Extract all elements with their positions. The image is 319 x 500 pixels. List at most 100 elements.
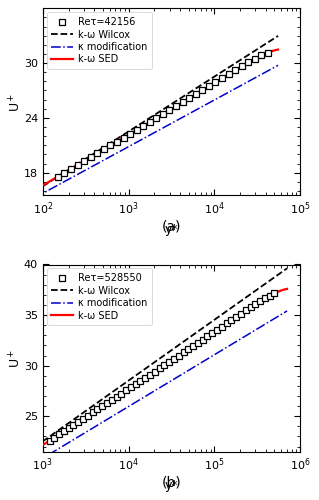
- k-ω SED: [285, 286, 289, 292]
- Reτ=42156: [194, 92, 198, 98]
- κ modification: [112, 152, 116, 158]
- k-ω Wilcox: [129, 127, 133, 133]
- Reτ=42156: [82, 158, 86, 164]
- k-ω SED: [63, 428, 67, 434]
- κ modification: [285, 308, 289, 314]
- k-ω SED: [191, 343, 195, 349]
- Reτ=528550: [100, 403, 104, 409]
- Legend: Reτ=528550, k-ω Wilcox, κ modification, k-ω SED: Reτ=528550, k-ω Wilcox, κ modification, …: [47, 268, 152, 326]
- k-ω Wilcox: [276, 33, 280, 39]
- Reτ=42156: [200, 88, 204, 94]
- Reτ=528550: [258, 298, 262, 304]
- Legend: Reτ=42156, k-ω Wilcox, κ modification, k-ω SED: Reτ=42156, k-ω Wilcox, κ modification, k…: [47, 12, 152, 69]
- Reτ=42156: [63, 170, 66, 175]
- κ modification: [215, 350, 219, 356]
- Reτ=528550: [110, 397, 114, 403]
- κ modification: [216, 350, 220, 356]
- Reτ=528550: [201, 336, 204, 342]
- Reτ=528550: [273, 290, 277, 296]
- Reτ=42156: [253, 56, 257, 62]
- Reτ=528550: [52, 434, 56, 440]
- Reτ=528550: [253, 301, 257, 307]
- Reτ=528550: [48, 438, 51, 444]
- k-ω Wilcox: [112, 138, 116, 144]
- κ modification: [63, 442, 67, 448]
- Reτ=42156: [141, 123, 145, 129]
- Reτ=528550: [220, 324, 224, 330]
- Reτ=42156: [76, 162, 79, 168]
- k-ω Wilcox: [63, 422, 67, 428]
- Reτ=42156: [122, 134, 125, 140]
- κ modification: [115, 410, 119, 416]
- Reτ=528550: [191, 343, 195, 349]
- k-ω SED: [62, 170, 66, 176]
- k-ω Wilcox: [285, 266, 289, 272]
- k-ω Wilcox: [215, 315, 219, 321]
- Reτ=42156: [95, 150, 99, 156]
- Reτ=528550: [177, 352, 181, 358]
- k-ω Wilcox: [33, 444, 36, 450]
- k-ω Wilcox: [115, 386, 119, 392]
- Line: κ modification: κ modification: [34, 66, 278, 198]
- k-ω Wilcox: [186, 90, 189, 96]
- Reτ=42156: [154, 115, 158, 121]
- κ modification: [186, 112, 189, 117]
- k-ω SED: [33, 448, 36, 454]
- Reτ=528550: [91, 410, 94, 416]
- Reτ=42156: [89, 154, 93, 160]
- Reτ=42156: [161, 111, 165, 117]
- Reτ=528550: [71, 422, 75, 428]
- Reτ=528550: [263, 296, 267, 302]
- Reτ=42156: [128, 131, 132, 137]
- Reτ=528550: [95, 406, 99, 412]
- Reτ=42156: [108, 142, 112, 148]
- Text: (a): (a): [162, 220, 181, 234]
- Reτ=528550: [162, 362, 166, 368]
- κ modification: [208, 99, 212, 105]
- Reτ=528550: [67, 425, 70, 431]
- k-ω Wilcox: [208, 76, 212, 82]
- Reτ=528550: [244, 308, 248, 314]
- Reτ=42156: [181, 100, 185, 105]
- Reτ=528550: [172, 356, 176, 362]
- Reτ=528550: [234, 314, 238, 320]
- Line: κ modification: κ modification: [34, 311, 287, 463]
- Reτ=42156: [174, 104, 178, 110]
- Line: k-ω Wilcox: k-ω Wilcox: [34, 268, 287, 448]
- Reτ=528550: [239, 310, 243, 316]
- Line: k-ω SED: k-ω SED: [34, 50, 278, 190]
- Reτ=528550: [105, 400, 109, 406]
- Reτ=42156: [266, 50, 270, 56]
- Reτ=528550: [124, 388, 128, 394]
- κ modification: [276, 62, 280, 68]
- Reτ=528550: [153, 368, 157, 374]
- Reτ=528550: [148, 372, 152, 378]
- k-ω SED: [215, 327, 219, 333]
- k-ω SED: [186, 96, 189, 102]
- X-axis label: y*: y*: [165, 222, 178, 235]
- k-ω SED: [210, 82, 213, 87]
- Reτ=42156: [240, 64, 244, 70]
- Reτ=42156: [260, 52, 263, 59]
- Reτ=528550: [158, 366, 161, 372]
- Line: k-ω SED: k-ω SED: [34, 289, 287, 450]
- Reτ=42156: [233, 67, 237, 73]
- k-ω SED: [115, 394, 119, 400]
- Reτ=528550: [138, 378, 142, 384]
- Y-axis label: U$^+$: U$^+$: [9, 348, 24, 368]
- k-ω SED: [33, 188, 36, 194]
- k-ω SED: [133, 382, 137, 388]
- Reτ=528550: [62, 428, 66, 434]
- Reτ=528550: [81, 416, 85, 422]
- Reτ=528550: [86, 412, 90, 418]
- k-ω Wilcox: [62, 170, 66, 176]
- Line: Reτ=42156: Reτ=42156: [55, 50, 271, 180]
- k-ω SED: [208, 82, 212, 88]
- Reτ=528550: [268, 292, 271, 298]
- Reτ=528550: [129, 384, 133, 390]
- k-ω SED: [216, 326, 220, 332]
- κ modification: [33, 460, 36, 466]
- Reτ=528550: [57, 432, 61, 438]
- Reτ=528550: [115, 394, 118, 400]
- Reτ=42156: [69, 166, 73, 172]
